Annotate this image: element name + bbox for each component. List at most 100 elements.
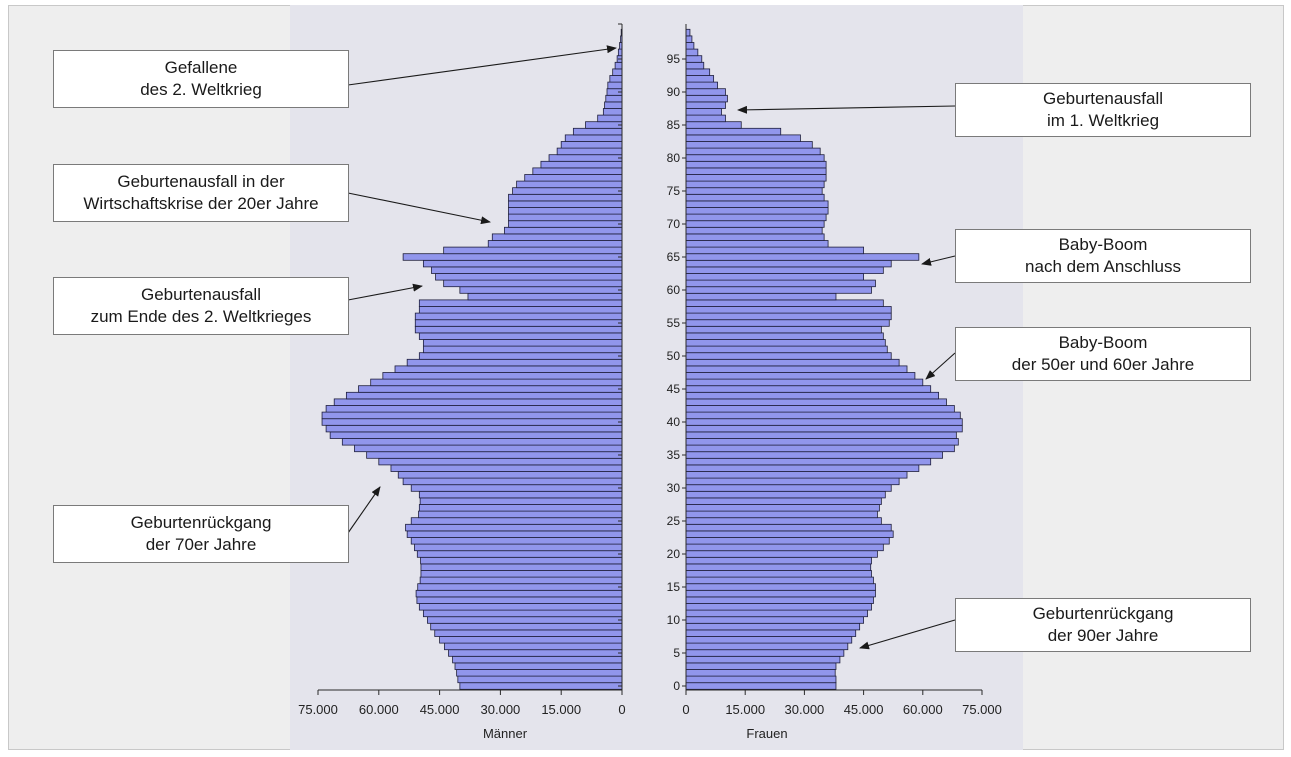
male-x-tick-label: 30.000 xyxy=(481,702,521,717)
female-bar-age-92 xyxy=(685,75,715,83)
female-bar-age-61 xyxy=(685,279,876,288)
age-tick-label: 5 xyxy=(673,646,680,660)
female-bar-age-65 xyxy=(685,253,920,261)
male-bar-age-30 xyxy=(410,484,623,492)
male-bar-age-15 xyxy=(417,583,623,591)
male-bar-age-29 xyxy=(418,490,623,499)
male-bar-age-54 xyxy=(414,325,623,334)
male-bar-age-64 xyxy=(422,259,623,268)
male-bar-age-27 xyxy=(418,504,623,512)
male-bar-age-8 xyxy=(434,629,623,637)
female-bar-age-69 xyxy=(685,226,823,235)
age-tick-label: 85 xyxy=(667,118,681,132)
female-bar-age-60 xyxy=(685,286,872,294)
female-x-tick-label: 15.000 xyxy=(725,702,765,717)
female-bar-age-38 xyxy=(685,431,957,439)
male-bar-age-7 xyxy=(439,636,623,644)
female-x-tick-label: 0 xyxy=(682,702,689,717)
male-bar-age-28 xyxy=(419,497,623,505)
female-bar-age-30 xyxy=(685,484,892,492)
annotation-arrow-6 xyxy=(921,255,956,266)
female-bar-age-85 xyxy=(685,121,742,129)
annotation-line: Baby-Boom xyxy=(1058,235,1148,254)
female-bar-age-88 xyxy=(685,101,726,109)
male-bar-age-19 xyxy=(420,556,623,565)
male-bar-age-75 xyxy=(512,187,623,195)
male-bar-age-33 xyxy=(390,464,623,472)
annotation-arrow-1 xyxy=(347,45,617,86)
female-bar-age-50 xyxy=(685,352,892,360)
female-bar-age-23 xyxy=(685,530,894,538)
female-bar-age-64 xyxy=(685,259,892,268)
male-bar-age-81 xyxy=(556,147,623,156)
female-bar-age-52 xyxy=(685,339,886,347)
annotation-arrow-8 xyxy=(859,619,956,650)
female-bar-age-74 xyxy=(685,193,825,202)
age-tick-label: 75 xyxy=(667,184,681,198)
female-bar-age-26 xyxy=(685,510,878,519)
female-bar-age-8 xyxy=(685,629,857,637)
female-bar-age-2 xyxy=(685,669,836,677)
female-bar-age-11 xyxy=(685,609,868,618)
female-x-tick-label: 30.000 xyxy=(785,702,825,717)
female-bar-age-29 xyxy=(685,490,886,499)
male-bar-age-60 xyxy=(459,286,623,294)
female-bar-age-46 xyxy=(685,378,924,387)
female-bar-age-22 xyxy=(685,537,890,545)
female-bar-age-47 xyxy=(685,372,916,380)
male-bar-age-79 xyxy=(540,160,623,169)
male-x-tick-label: 15.000 xyxy=(541,702,581,717)
age-tick-label: 70 xyxy=(667,217,681,231)
female-bar-age-37 xyxy=(685,438,959,446)
male-bar-age-12 xyxy=(418,603,623,611)
male-bar-age-94 xyxy=(614,61,623,70)
female-bar-age-0 xyxy=(685,682,837,690)
annotation-arrows xyxy=(347,45,956,650)
male-bar-age-47 xyxy=(382,372,623,380)
female-bars xyxy=(685,28,963,690)
age-tick-label: 90 xyxy=(667,85,681,99)
male-bar-age-18 xyxy=(420,563,623,571)
male-bar-age-37 xyxy=(341,438,623,446)
female-bar-age-79 xyxy=(685,160,827,169)
annotation-line: der 90er Jahre xyxy=(1047,626,1159,645)
male-bar-age-40 xyxy=(321,418,623,426)
female-bar-age-91 xyxy=(685,81,718,90)
female-bar-age-81 xyxy=(685,147,821,156)
male-bar-age-51 xyxy=(422,345,623,354)
male-bar-age-3 xyxy=(454,662,623,670)
male-bar-age-74 xyxy=(508,193,623,202)
female-bar-age-40 xyxy=(685,418,963,426)
female-bar-age-83 xyxy=(685,134,801,142)
female-bar-age-94 xyxy=(685,61,705,70)
male-bar-age-35 xyxy=(366,451,623,459)
female-bar-age-43 xyxy=(685,398,947,406)
female-bar-age-17 xyxy=(685,570,872,578)
female-bar-age-16 xyxy=(685,576,874,585)
annotation-arrow-4 xyxy=(347,486,381,534)
annotation-line: des 2. Weltkrieg xyxy=(140,80,262,99)
male-bar-age-55 xyxy=(414,319,623,327)
age-tick-label: 15 xyxy=(667,580,681,594)
male-bar-age-41 xyxy=(321,411,623,420)
annotation-line: Geburtenausfall xyxy=(140,285,261,304)
female-bar-age-48 xyxy=(685,365,908,373)
age-tick-label: 10 xyxy=(667,613,681,627)
female-bar-age-55 xyxy=(685,319,890,327)
male-bar-age-5 xyxy=(448,649,623,657)
male-bar-age-69 xyxy=(504,226,623,235)
annotation-line: im 1. Weltkrieg xyxy=(1046,111,1160,130)
age-tick-label: 20 xyxy=(667,547,681,561)
male-bar-age-52 xyxy=(422,339,623,347)
male-bar-age-46 xyxy=(370,378,623,387)
male-bar-age-44 xyxy=(345,391,623,400)
axes: 0 5 10 15 20 25 30 35 40 45 50 55 60 65 70 75 80 85 90 95 75… xyxy=(298,23,1002,741)
female-x-tick-label: 60.000 xyxy=(903,702,943,717)
male-bars xyxy=(321,28,623,690)
female-bar-age-31 xyxy=(685,477,900,486)
female-bar-age-51 xyxy=(685,345,888,354)
female-bar-age-90 xyxy=(685,88,726,96)
female-bar-age-4 xyxy=(685,655,841,664)
male-bar-age-82 xyxy=(560,141,623,149)
